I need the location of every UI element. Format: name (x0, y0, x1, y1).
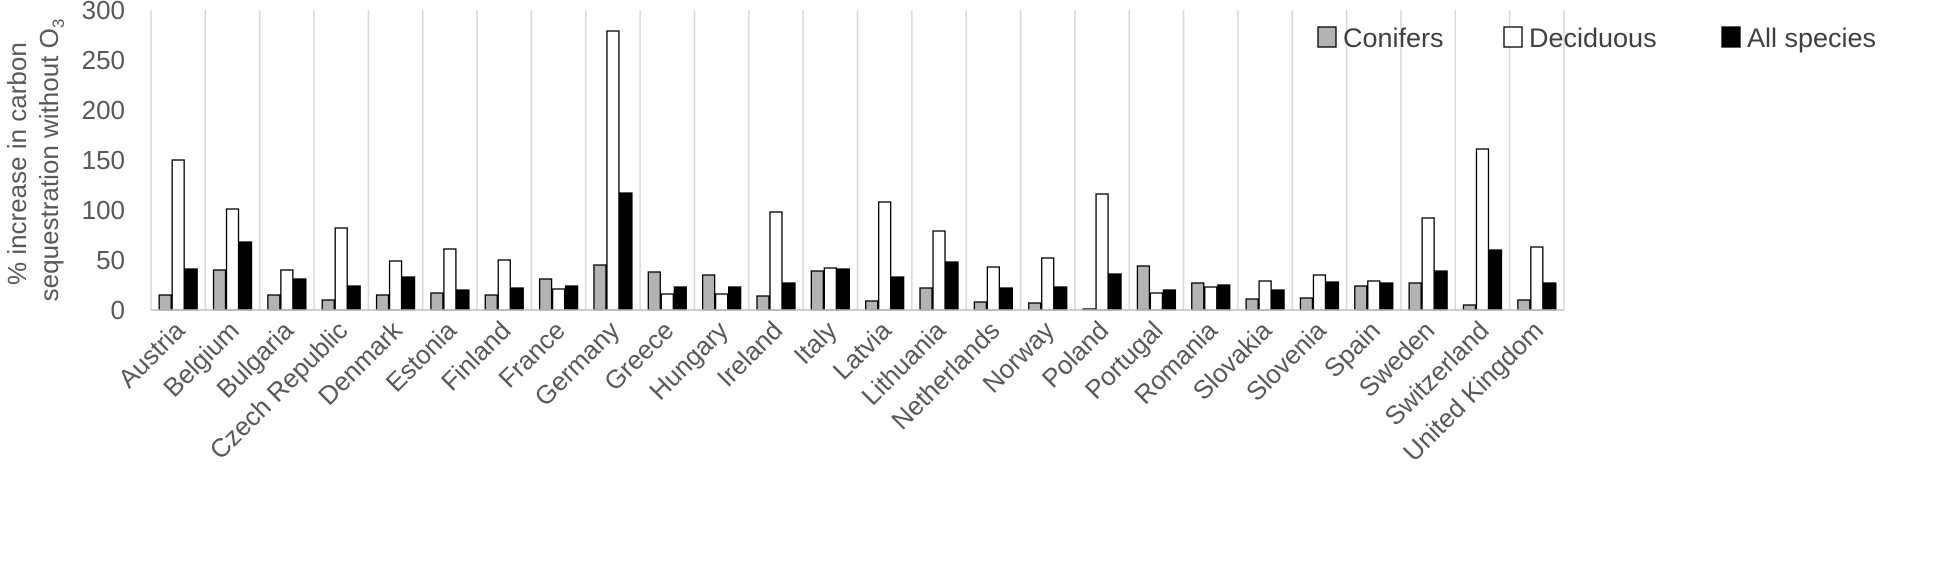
bar-conifers (538, 278, 553, 311)
bar-conifers (1028, 302, 1042, 311)
y-tick-label: 200 (82, 95, 125, 125)
bar-deciduous (171, 159, 185, 311)
bar-deciduous (225, 208, 240, 311)
bar-all-species (999, 287, 1014, 311)
bar-all-species (401, 276, 416, 311)
bar-all-species (782, 282, 796, 311)
bar-all-species (564, 285, 579, 311)
bar-deciduous (714, 293, 729, 311)
bar-deciduous (769, 211, 783, 311)
bar-conifers (321, 299, 335, 311)
bar-deciduous (1367, 280, 1381, 311)
bar-conifers (1245, 298, 1259, 311)
bar-all-species (945, 261, 959, 311)
bar-deciduous (1421, 217, 1435, 311)
bar-conifers (865, 300, 879, 311)
bar-deciduous (1312, 274, 1327, 311)
bar-all-species (347, 285, 361, 311)
bar-conifers (212, 269, 227, 311)
y-tick-label: 50 (96, 245, 125, 275)
bar-deciduous (986, 266, 1001, 311)
bar-conifers (1408, 282, 1422, 311)
bar-conifers (484, 294, 498, 311)
bar-conifers (593, 264, 607, 311)
bar-deciduous (823, 267, 837, 311)
bar-all-species (727, 286, 742, 311)
y-axis-title-line1: % increase in carbon (2, 42, 32, 285)
bar-all-species (619, 192, 633, 311)
y-tick-label: 150 (82, 145, 125, 175)
bar-deciduous (280, 269, 294, 311)
bar-all-species (1325, 281, 1340, 311)
bar-deciduous (1475, 148, 1490, 311)
y-axis-title: % increase in carbon sequestration witho… (2, 19, 68, 302)
y-axis-tick-labels: 0 50 100 150 200 250 300 (82, 0, 125, 325)
bar-all-species (510, 287, 524, 311)
y-tick-label: 0 (111, 295, 125, 325)
bar-deciduous (660, 293, 674, 311)
bar-deciduous (1530, 246, 1544, 311)
bar-conifers (756, 295, 770, 311)
bar-deciduous (878, 201, 892, 311)
bar-deciduous (497, 259, 511, 311)
legend-swatch (1503, 26, 1523, 48)
bar-all-species (1543, 282, 1557, 311)
y-tick-label: 100 (82, 195, 125, 225)
bar-all-species (1434, 270, 1448, 311)
legend-label: All species (1747, 23, 1876, 53)
y-axis-title-subscript: 3 (49, 19, 68, 28)
bar-all-species (184, 268, 198, 311)
bar-all-species (238, 241, 253, 311)
y-tick-label: 250 (82, 45, 125, 75)
bar-conifers (158, 294, 172, 311)
bar-conifers (1191, 282, 1205, 311)
bar-deciduous (1041, 257, 1055, 311)
legend-label: Conifers (1343, 23, 1444, 53)
bar-conifers (1299, 297, 1314, 311)
y-axis-title-line2: sequestration without O (34, 28, 64, 301)
bar-all-species (1108, 273, 1122, 311)
bar-all-species (293, 278, 307, 311)
bar-conifers (1517, 299, 1531, 311)
bar-deciduous (334, 227, 348, 311)
bar-deciduous (1095, 193, 1109, 311)
bar-conifers (267, 294, 281, 311)
legend: Conifers Deciduous All species (1317, 23, 1876, 53)
bar-conifers (810, 270, 824, 311)
legend-swatch (1317, 26, 1337, 48)
bar-conifers (973, 301, 988, 311)
bar-deciduous (932, 230, 946, 311)
bar-deciduous (606, 30, 620, 311)
bar-deciduous (1204, 286, 1218, 311)
bar-all-species (673, 286, 687, 311)
bar-all-species (836, 268, 850, 311)
bar-all-species (1054, 286, 1068, 311)
bar-deciduous (551, 288, 566, 311)
bar-deciduous (388, 260, 403, 311)
bar-all-species (1488, 249, 1503, 311)
bar-deciduous (443, 248, 457, 311)
bar-deciduous (1149, 292, 1164, 311)
legend-label: Deciduous (1529, 23, 1657, 53)
bar-conifers (701, 274, 716, 311)
bar-all-species (1271, 289, 1285, 311)
bar-deciduous (1258, 280, 1272, 311)
bar-all-species (1380, 282, 1394, 311)
legend-swatch (1721, 26, 1741, 48)
bar-conifers (919, 287, 933, 311)
bar-conifers (430, 292, 444, 311)
y-tick-label: 300 (82, 0, 125, 25)
bar-conifers (647, 271, 661, 311)
bar-all-species (1162, 289, 1177, 311)
bars (158, 30, 1557, 311)
bar-all-species (456, 289, 470, 311)
bar-conifers (375, 294, 390, 311)
category-separators (150, 10, 1565, 310)
bar-conifers (1136, 265, 1151, 311)
bar-all-species (1217, 284, 1231, 311)
bar-conifers (1354, 285, 1368, 311)
bar-all-species (891, 276, 905, 311)
